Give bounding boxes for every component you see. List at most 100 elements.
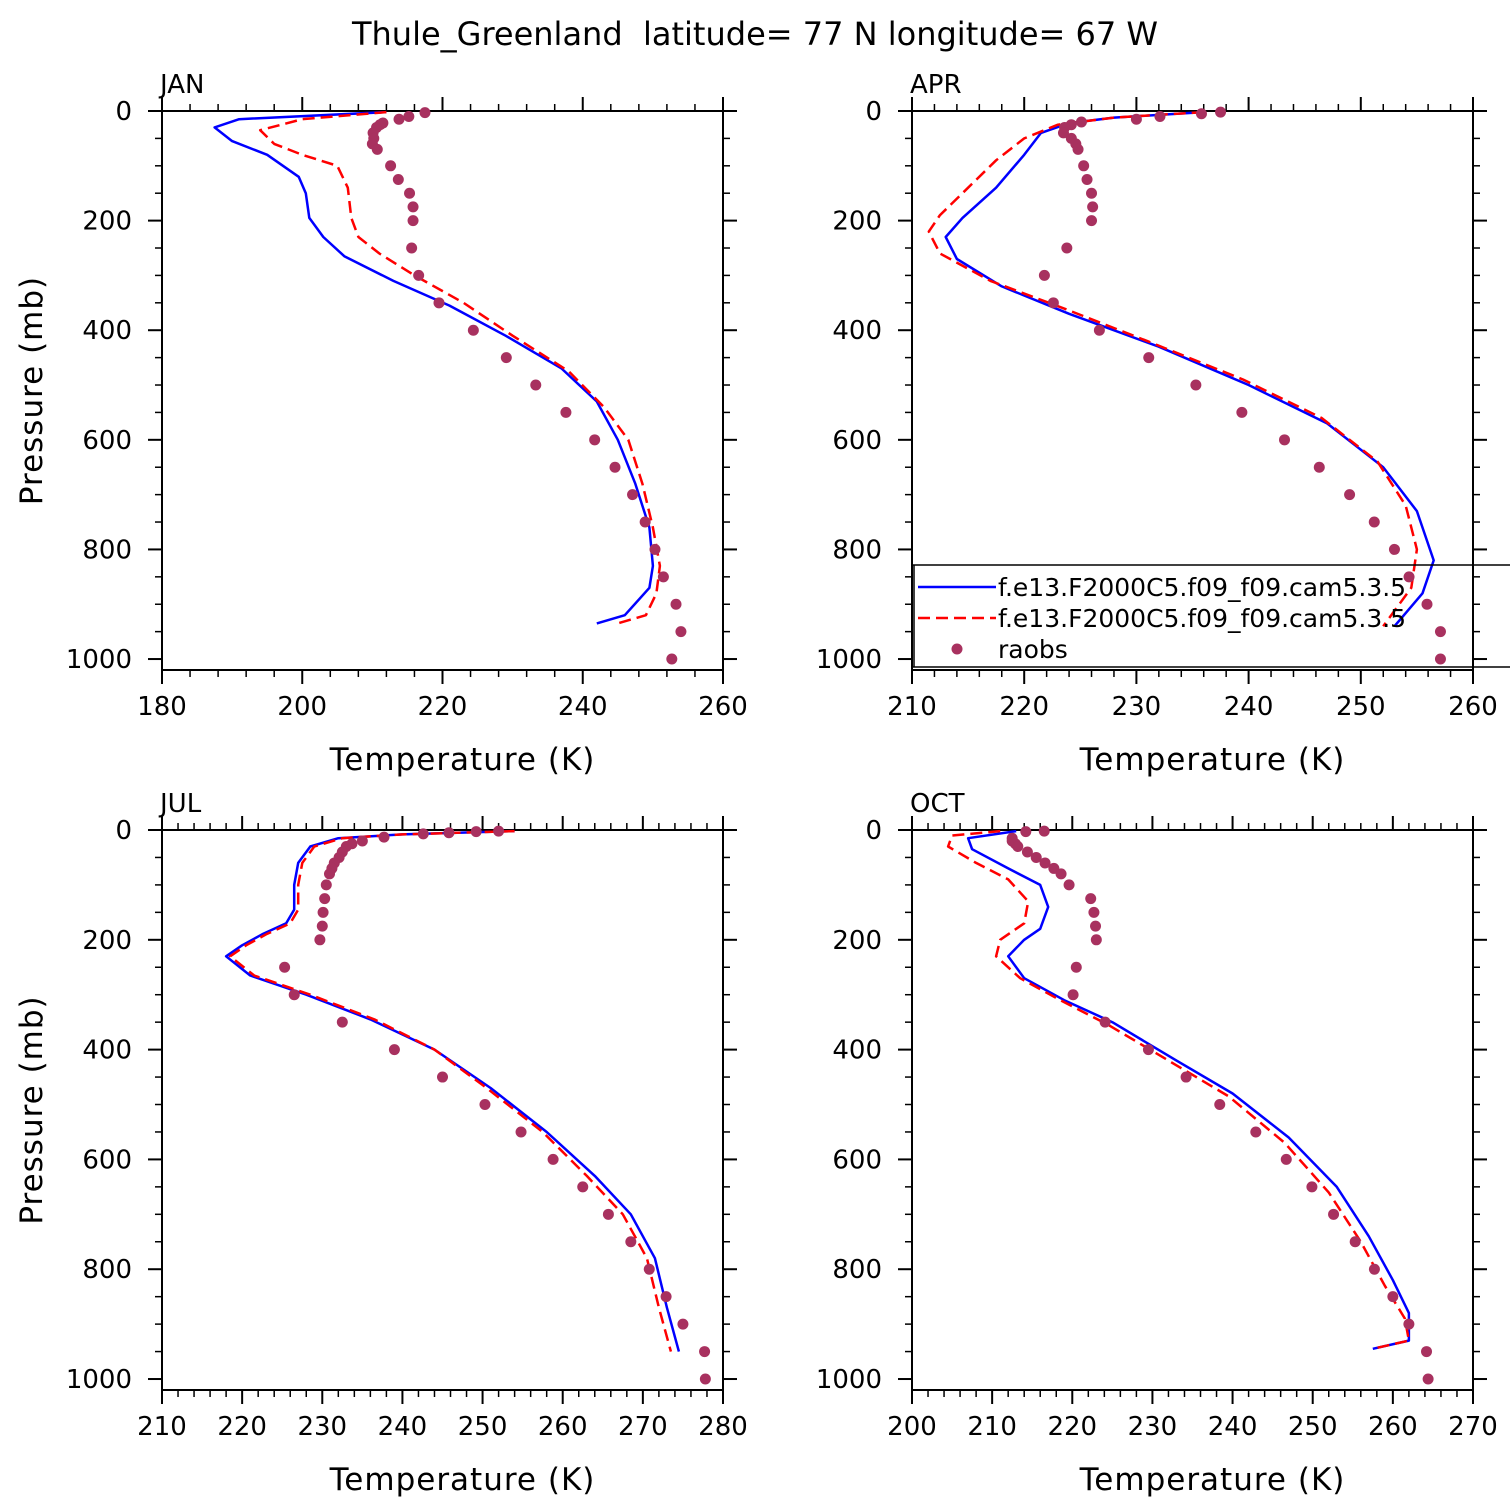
series-line-model-a	[944, 110, 1435, 628]
x-tick-label: 200	[887, 1412, 937, 1442]
x-tick-label: 230	[1128, 1412, 1178, 1442]
raobs-point	[1020, 826, 1032, 838]
legend-label: f.e13.F2000C5.f09_f09.cam5.3.5	[998, 573, 1406, 602]
raobs-point	[602, 1208, 614, 1220]
y-tick-label: 400	[82, 1036, 132, 1066]
raobs-point	[417, 828, 429, 840]
raobs-point	[1434, 626, 1446, 638]
raobs-point	[1099, 1016, 1111, 1028]
raobs-point	[1180, 1071, 1192, 1083]
raobs-point	[385, 160, 397, 172]
raobs-point	[1061, 242, 1073, 254]
raobs-point	[1021, 846, 1033, 858]
legend-marker-dot	[951, 643, 963, 655]
plot-frame	[161, 829, 724, 1391]
raobs-point	[1368, 516, 1380, 528]
raobs-point	[1088, 906, 1100, 918]
raobs-point	[1422, 1373, 1434, 1385]
raobs-point	[1195, 108, 1207, 120]
raobs-point	[1434, 653, 1446, 665]
raobs-point	[1055, 868, 1067, 880]
y-tick-label: 600	[832, 1145, 882, 1175]
panel-apr: 210 220 230 240 250 260 0 200 400 600 800 1000 APR Te…	[816, 70, 1498, 778]
series-line-model-b	[927, 110, 1419, 627]
raobs-point	[1349, 1236, 1361, 1248]
x-tick-label: 240	[378, 1412, 428, 1442]
raobs-point	[500, 352, 512, 364]
raobs-point	[1067, 989, 1079, 1001]
raobs-point	[433, 297, 445, 309]
raobs-point	[356, 835, 368, 847]
raobs-point	[279, 961, 291, 973]
x-axis-label: Temperature (K)	[1079, 742, 1346, 778]
raobs-point	[699, 1346, 711, 1358]
x-tick-label: 230	[1112, 692, 1162, 722]
y-tick-label: 800	[82, 1255, 132, 1285]
raobs-point	[547, 1153, 559, 1165]
y-tick-label: 400	[832, 1036, 882, 1066]
raobs-point	[1154, 110, 1166, 122]
raobs-point	[320, 879, 332, 891]
x-tick-label: 210	[137, 1412, 187, 1442]
series-line-model-a	[224, 829, 681, 1352]
series-group	[213, 110, 662, 625]
panel-jan: 180 200 220 240 260 0 200 400 600 800 1000 JAN Tempe…	[14, 70, 748, 778]
x-axis-label: Temperature (K)	[1079, 1462, 1346, 1498]
y-tick-label: 1000	[816, 1365, 882, 1395]
raobs-point	[677, 1318, 689, 1330]
raobs-point	[1086, 187, 1098, 199]
raobs-point	[392, 174, 404, 186]
x-tick-label: 250	[1288, 1412, 1338, 1442]
panels: 180 200 220 240 260 0 200 400 600 800 1000 JAN Tempe…	[14, 70, 1498, 1498]
plot-frame	[911, 829, 1474, 1391]
y-tick-label: 1000	[816, 645, 882, 675]
x-tick-label: 240	[1224, 692, 1274, 722]
raobs-point	[1012, 840, 1024, 852]
x-tick-label: 270	[1448, 1412, 1498, 1442]
raobs-point	[1072, 143, 1084, 155]
raobs-point	[1090, 934, 1102, 946]
raobs-point	[403, 110, 415, 122]
raobs-point	[660, 1291, 672, 1303]
raobs-point	[625, 1236, 637, 1248]
raobs-point	[639, 516, 651, 528]
raobs-point	[317, 906, 329, 918]
raobs-point	[378, 831, 390, 843]
x-tick-label: 220	[418, 692, 468, 722]
y-tick-label: 800	[832, 535, 882, 565]
raobs-point	[1403, 571, 1415, 583]
x-tick-label: 180	[137, 692, 187, 722]
y-tick-label: 400	[82, 316, 132, 346]
raobs-point	[1063, 879, 1075, 891]
raobs-point	[1387, 1291, 1399, 1303]
raobs-point	[1039, 857, 1051, 869]
raobs-point	[407, 215, 419, 227]
y-tick-label: 400	[832, 316, 882, 346]
x-tick-label: 220	[999, 692, 1049, 722]
raobs-point	[1328, 1208, 1340, 1220]
series-line-model-a	[213, 110, 655, 625]
y-tick-label: 600	[82, 426, 132, 456]
raobs-point	[1214, 1099, 1226, 1111]
y-tick-label: 800	[82, 535, 132, 565]
legend-label: f.e13.F2000C5.f09_f09.cam5.3.5	[998, 604, 1406, 633]
raobs-point	[1093, 324, 1105, 336]
figure-title: Thule_Greenland latitude= 77 N longitude…	[351, 15, 1158, 53]
raobs-point	[1047, 297, 1059, 309]
raobs-point	[371, 143, 383, 155]
x-tick-label: 250	[458, 1412, 508, 1442]
raobs-point	[406, 242, 418, 254]
y-tick-label: 0	[115, 97, 132, 127]
x-tick-label: 210	[967, 1412, 1017, 1442]
raobs-point	[1279, 434, 1291, 446]
raobs-point	[589, 434, 601, 446]
x-tick-label: 280	[698, 1412, 748, 1442]
x-tick-label: 260	[698, 692, 748, 722]
x-tick-label: 270	[618, 1412, 668, 1442]
panel-title: JUL	[158, 789, 202, 819]
x-tick-label: 230	[297, 1412, 347, 1442]
y-axis-label: Pressure (mb)	[14, 995, 50, 1224]
x-axis-label: Temperature (K)	[329, 1462, 596, 1498]
raobs-point	[1030, 851, 1042, 863]
raobs-point	[560, 406, 572, 418]
